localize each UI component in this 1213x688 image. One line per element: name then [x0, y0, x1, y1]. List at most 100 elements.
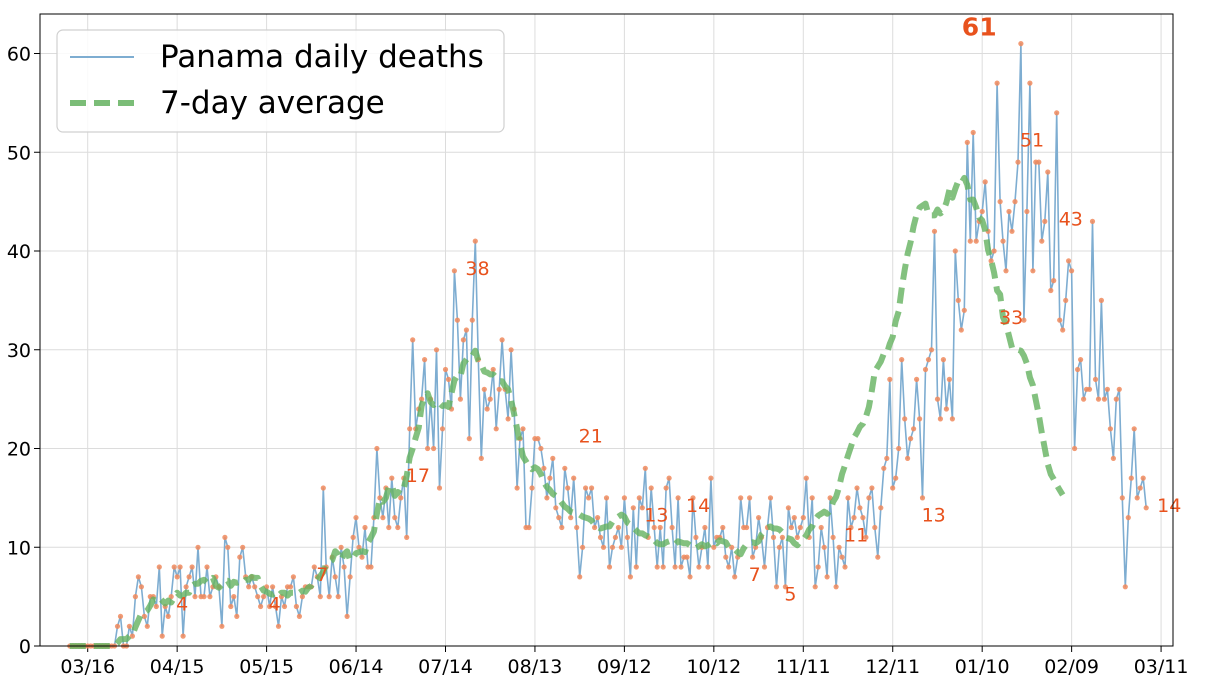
- daily-deaths-point: [693, 534, 699, 541]
- daily-deaths-point: [1030, 268, 1036, 274]
- daily-deaths-point: [1009, 228, 1015, 234]
- daily-deaths-point: [1104, 386, 1110, 392]
- daily-deaths-point: [869, 485, 875, 491]
- daily-deaths-point: [672, 564, 678, 570]
- daily-deaths-point: [559, 524, 565, 531]
- daily-deaths-point: [1021, 317, 1027, 323]
- daily-deaths-point: [952, 248, 958, 254]
- y-tick-label: 50: [7, 142, 31, 164]
- daily-deaths-point: [267, 603, 273, 610]
- daily-deaths-point: [761, 564, 768, 570]
- daily-deaths-point: [946, 376, 953, 382]
- daily-deaths-point: [678, 564, 684, 570]
- daily-deaths-point: [466, 436, 472, 442]
- daily-deaths-point: [738, 495, 744, 501]
- daily-deaths-point: [1057, 317, 1063, 323]
- daily-deaths-point: [654, 564, 660, 570]
- daily-deaths-point: [1119, 495, 1125, 501]
- daily-deaths-point: [642, 465, 648, 471]
- plot-area: [67, 41, 1149, 649]
- daily-deaths-point: [225, 544, 231, 550]
- x-tick-label: 03/11: [1134, 656, 1189, 678]
- value-annotation: 17: [406, 465, 430, 487]
- daily-deaths-point: [535, 436, 541, 442]
- daily-deaths-point: [156, 564, 162, 570]
- daily-deaths-point: [439, 426, 446, 432]
- value-annotation: 33: [999, 307, 1023, 329]
- daily-deaths-point: [1128, 475, 1134, 481]
- daily-deaths-point: [240, 544, 246, 550]
- daily-deaths-point: [192, 594, 198, 600]
- y-tick-label: 30: [7, 340, 31, 362]
- daily-deaths-point: [988, 258, 994, 264]
- daily-deaths-point: [436, 485, 443, 491]
- daily-deaths-point: [902, 416, 908, 422]
- daily-deaths-point: [580, 544, 586, 550]
- daily-deaths-point: [177, 564, 183, 570]
- daily-deaths-point: [138, 584, 144, 590]
- daily-deaths-point: [565, 485, 571, 491]
- daily-deaths-point: [168, 594, 174, 600]
- daily-deaths-point: [114, 623, 121, 629]
- daily-deaths-point: [425, 445, 431, 452]
- value-annotation: 14: [686, 495, 710, 517]
- daily-deaths-point: [890, 485, 896, 491]
- daily-deaths-point: [159, 633, 165, 639]
- daily-deaths-point: [577, 574, 583, 580]
- daily-deaths-point: [1140, 475, 1146, 481]
- daily-deaths-point: [165, 613, 171, 620]
- daily-deaths-point: [451, 268, 457, 274]
- daily-deaths-point: [195, 544, 201, 550]
- daily-deaths-point: [326, 594, 332, 600]
- daily-deaths-point: [875, 554, 881, 560]
- daily-deaths-point: [675, 495, 681, 501]
- daily-deaths-point: [997, 199, 1003, 205]
- daily-deaths-point: [914, 376, 920, 382]
- daily-deaths-point: [490, 366, 496, 373]
- daily-deaths-point: [433, 347, 440, 353]
- daily-deaths-point: [863, 534, 869, 541]
- daily-deaths-point: [1143, 505, 1149, 511]
- daily-deaths-point: [338, 544, 344, 550]
- value-annotation: 7: [749, 564, 761, 586]
- daily-deaths-point: [919, 495, 926, 501]
- daily-deaths-point: [586, 495, 592, 501]
- daily-deaths-point: [1054, 110, 1060, 116]
- value-annotation: 38: [465, 258, 489, 280]
- daily-deaths-point: [1086, 386, 1093, 392]
- x-tick-label: 02/09: [1044, 656, 1099, 678]
- daily-deaths-point: [928, 347, 935, 353]
- daily-deaths-point: [881, 465, 887, 471]
- daily-deaths-point: [1012, 199, 1018, 205]
- daily-deaths-point: [526, 524, 532, 531]
- daily-deaths-point: [624, 534, 631, 541]
- daily-deaths-point: [630, 505, 636, 511]
- daily-deaths-point: [830, 534, 836, 541]
- daily-deaths-point: [1072, 445, 1078, 452]
- daily-deaths-point: [705, 564, 711, 570]
- daily-deaths-point: [547, 475, 553, 481]
- daily-deaths-point: [905, 455, 911, 461]
- daily-deaths-point: [1027, 80, 1033, 86]
- daily-deaths-point: [1110, 455, 1116, 461]
- daily-deaths-point: [958, 327, 964, 333]
- daily-deaths-point: [821, 544, 827, 550]
- daily-deaths-point: [1107, 426, 1113, 432]
- daily-deaths-point: [702, 524, 708, 531]
- daily-deaths-point: [1081, 396, 1087, 402]
- daily-deaths-point: [529, 485, 535, 491]
- daily-deaths-point: [171, 564, 177, 570]
- daily-deaths-point: [878, 505, 884, 511]
- daily-deaths-point: [908, 436, 914, 442]
- seven-day-average-line: [69, 174, 1066, 649]
- daily-deaths-point: [1003, 268, 1009, 274]
- daily-deaths-point: [589, 485, 595, 491]
- daily-deaths-point: [612, 534, 619, 541]
- daily-deaths-point: [866, 495, 872, 501]
- daily-deaths-point: [833, 584, 839, 590]
- daily-deaths-point: [454, 317, 460, 323]
- daily-deaths-point: [231, 594, 237, 600]
- daily-deaths-point: [648, 485, 654, 491]
- daily-deaths-point: [508, 347, 514, 353]
- daily-deaths-point: [1036, 159, 1042, 165]
